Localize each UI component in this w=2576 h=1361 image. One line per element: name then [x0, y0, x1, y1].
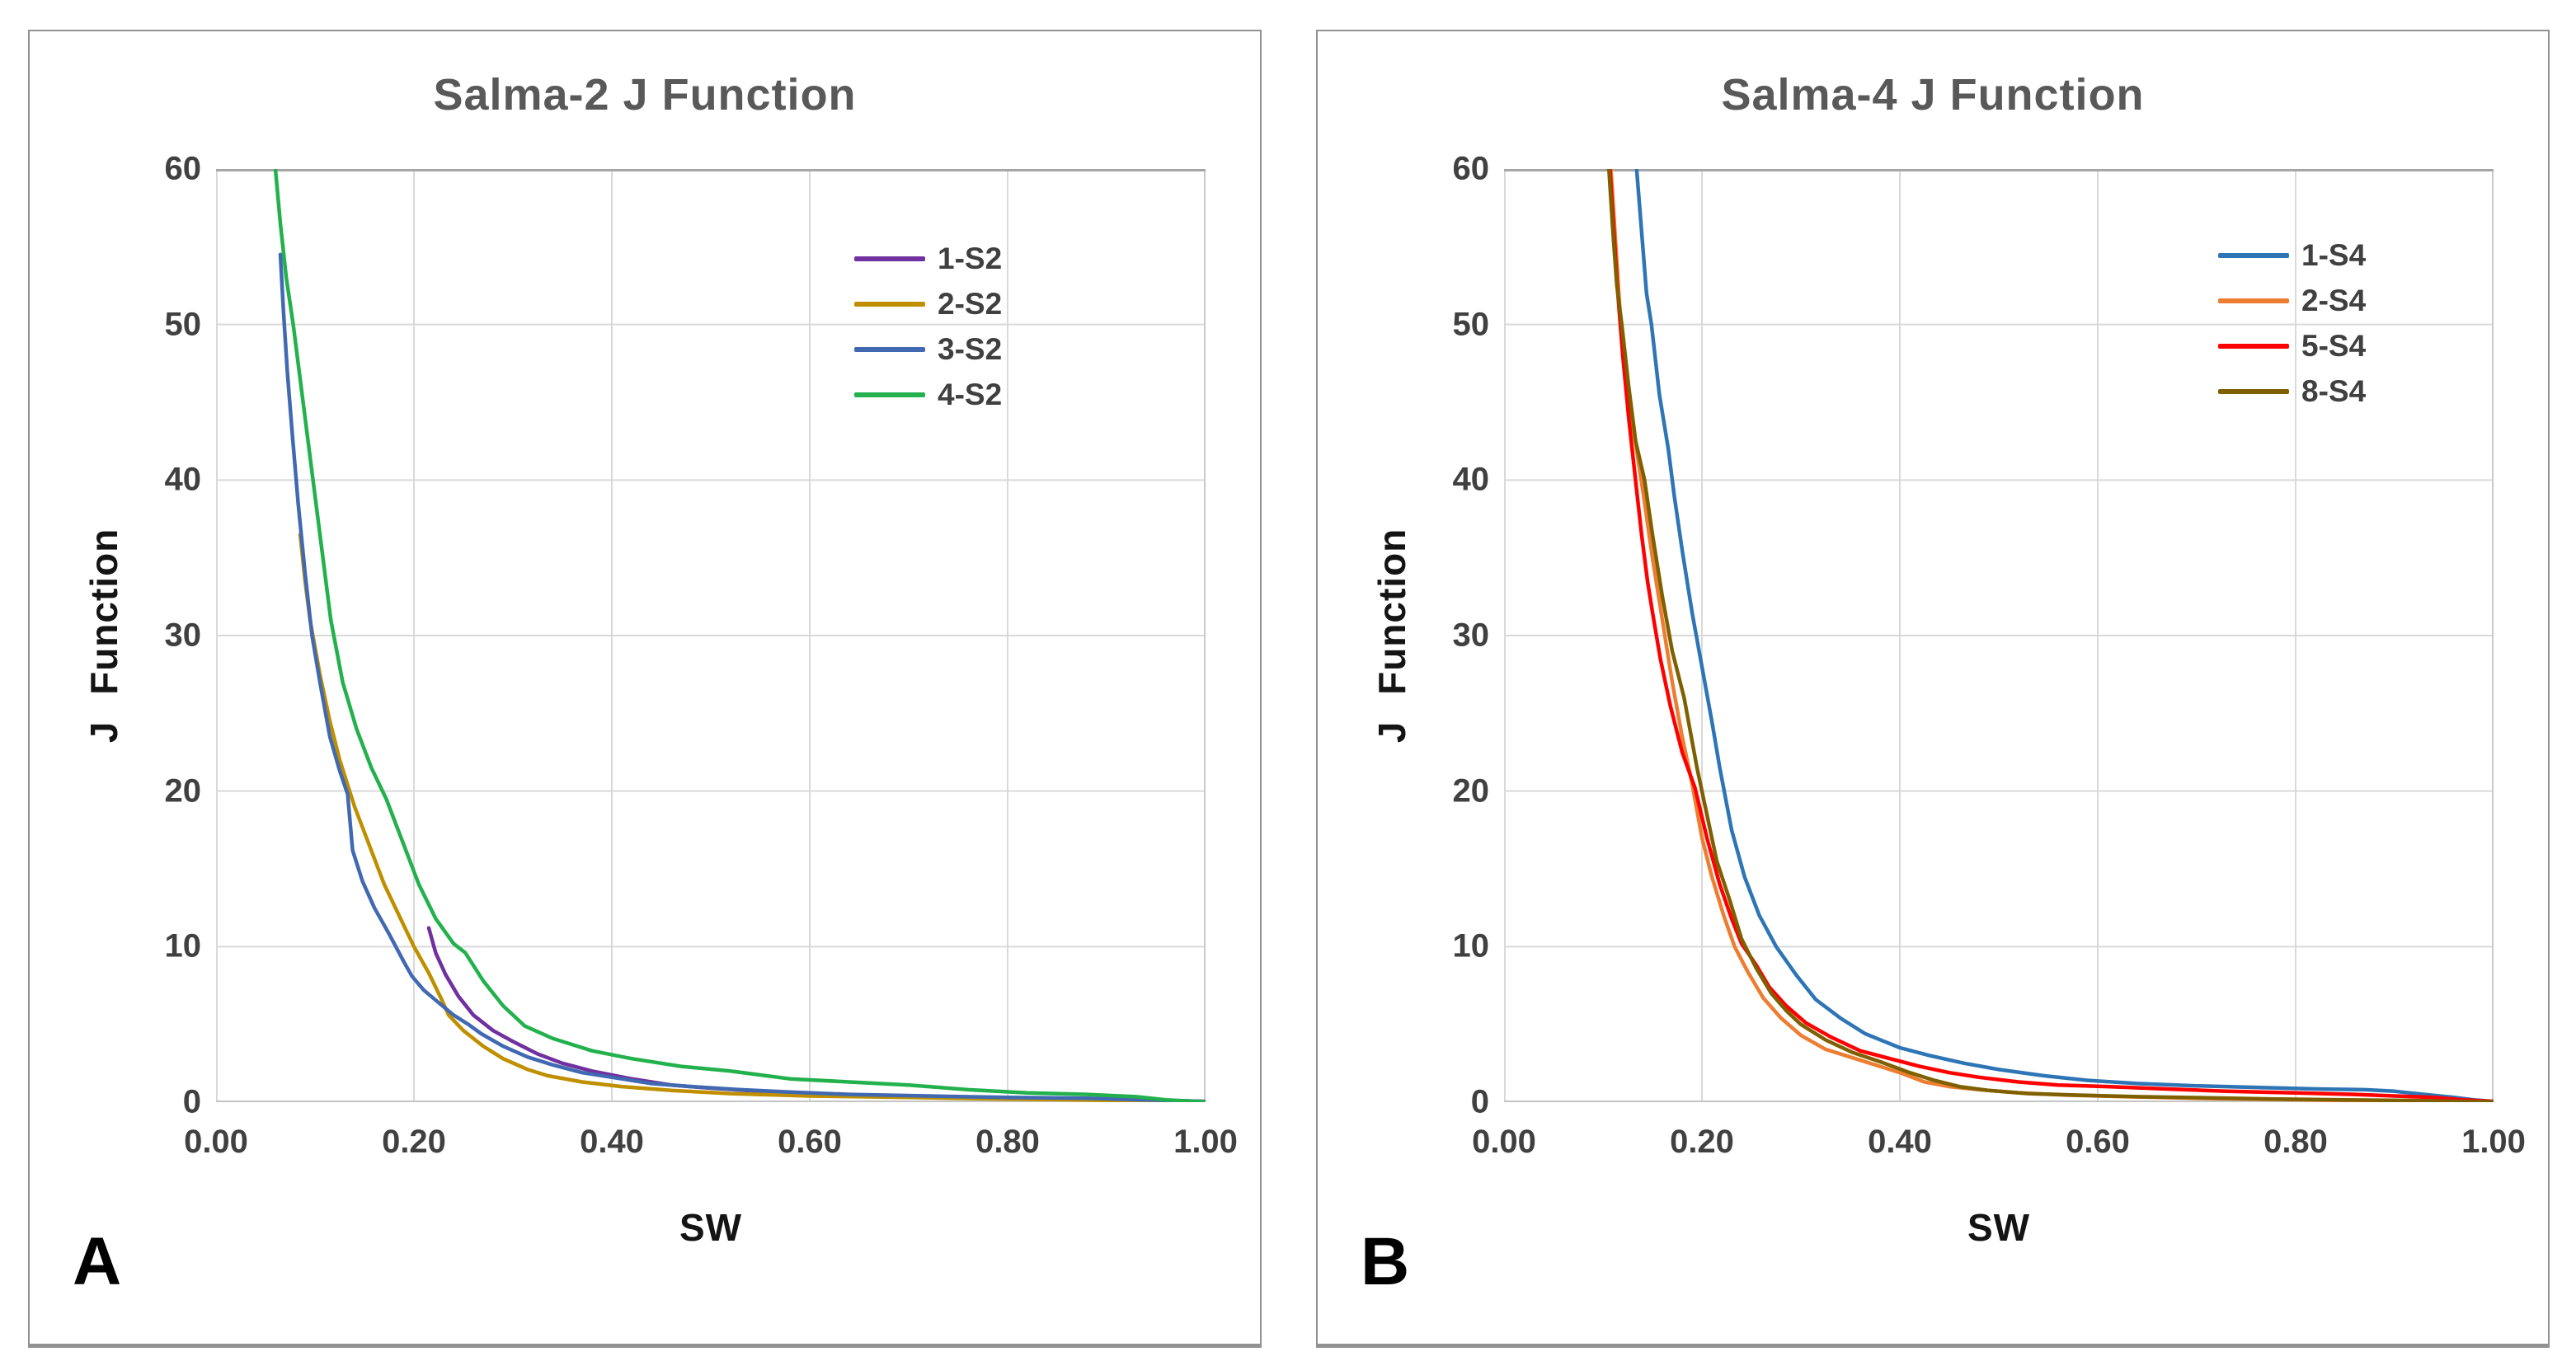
x-tick-label: 0.80 [2263, 1124, 2328, 1160]
panel-B: Salma-4 J Function J Function 0 10 20 30 40 5… [1316, 30, 2550, 1348]
x-tick-label: 0.20 [1670, 1124, 1734, 1160]
y-tick-label: 0 [182, 1083, 201, 1120]
plot-canvas [1504, 169, 2494, 1102]
legend-swatch-5-S4 [2218, 343, 2289, 349]
legend-label: 2-S2 [938, 286, 1003, 321]
y-tick-label: 10 [1452, 927, 1490, 964]
chart-title: Salma-4 J Function [1721, 70, 2145, 120]
series-line-5-S4 [1608, 169, 2494, 1102]
y-tick-label: 30 [164, 617, 202, 654]
x-tick-label: 0.40 [1868, 1124, 1932, 1160]
chart-title: Salma-2 J Function [433, 70, 857, 120]
series-line-2-S2 [298, 533, 1206, 1102]
legend-item: 3-S2 [854, 331, 1003, 366]
legend-swatch-3-S2 [854, 346, 925, 352]
legend-swatch-8-S4 [2218, 388, 2289, 394]
legend-label: 8-S4 [2301, 373, 2367, 408]
x-tick-label: 0.00 [1472, 1124, 1536, 1160]
plot-region: 0 10 20 30 40 50 60 0.00 0.20 0.40 0.60 0.80 1.00 1… [165, 151, 1238, 1161]
x-tick-label: 1.00 [2461, 1124, 2526, 1160]
series-line-3-S2 [278, 252, 1206, 1102]
panel-A: Salma-2 J Function J Function 0 10 20 30 40 5… [28, 30, 1262, 1348]
legend: 1-S4 2-S4 5-S4 8-S4 [2218, 237, 2367, 408]
y-tick-label: 60 [1452, 150, 1490, 187]
y-tick-label: 10 [164, 927, 202, 964]
x-tick-label: 1.00 [1173, 1124, 1238, 1160]
y-tick-label: 50 [164, 306, 202, 343]
x-axis-ticks: 0.00 0.20 0.40 0.60 0.80 1.00 [1472, 1102, 2526, 1160]
legend-swatch-4-S2 [854, 392, 925, 397]
series-line-1-S4 [1634, 169, 2494, 1102]
panel-letter: A [73, 1224, 122, 1299]
legend: 1-S2 2-S2 3-S2 4-S2 [854, 241, 1003, 411]
legend-item: 5-S4 [2218, 328, 2367, 363]
plot-canvas [216, 169, 1206, 1102]
series-line-8-S4 [1606, 169, 2494, 1102]
y-tick-label: 40 [164, 461, 202, 498]
x-tick-label: 0.80 [975, 1124, 1040, 1160]
x-tick-label: 0.60 [778, 1124, 842, 1160]
legend-swatch-1-S4 [2218, 252, 2289, 258]
legend-label: 1-S2 [938, 241, 1003, 275]
series-line-4-S2 [273, 169, 1206, 1102]
legend-item: 4-S2 [854, 377, 1003, 411]
x-tick-label: 0.60 [2066, 1124, 2130, 1160]
x-axis-ticks: 0.00 0.20 0.40 0.60 0.80 1.00 [184, 1102, 1238, 1160]
legend-swatch-1-S2 [854, 256, 925, 261]
legend-swatch-2-S4 [2218, 298, 2289, 303]
legend-label: 4-S2 [938, 377, 1003, 411]
legend-swatch-2-S2 [854, 301, 925, 307]
legend-item: 1-S4 [2218, 237, 2367, 272]
y-tick-label: 20 [1452, 772, 1490, 810]
x-tick-label: 0.20 [382, 1124, 446, 1160]
y-tick-label: 50 [1452, 306, 1490, 343]
y-tick-label: 60 [164, 150, 202, 187]
y-axis-ticks: 0 10 20 30 40 50 60 [36, 151, 202, 1120]
y-tick-label: 30 [1452, 617, 1490, 654]
legend-label: 1-S4 [2301, 237, 2367, 272]
x-tick-label: 0.00 [184, 1124, 248, 1160]
legend-item: 8-S4 [2218, 373, 2367, 408]
x-axis-title: SW [679, 1206, 743, 1249]
x-tick-label: 0.40 [580, 1124, 644, 1160]
legend-item: 2-S2 [854, 286, 1003, 321]
y-tick-label: 20 [164, 772, 202, 810]
legend-label: 3-S2 [938, 331, 1003, 366]
x-axis-title: SW [1967, 1206, 2031, 1249]
legend-item: 2-S4 [2218, 283, 2367, 317]
y-tick-label: 0 [1470, 1083, 1489, 1120]
legend-label: 2-S4 [2301, 283, 2367, 317]
legend-label: 5-S4 [2301, 328, 2367, 363]
panel-letter: B [1361, 1224, 1410, 1299]
legend-item: 1-S2 [854, 241, 1003, 275]
y-axis-ticks: 0 10 20 30 40 50 60 [1324, 151, 1490, 1120]
y-tick-label: 40 [1452, 461, 1490, 498]
plot-region: 0 10 20 30 40 50 60 0.00 0.20 0.40 0.60 0.80 1.00 1… [1453, 151, 2526, 1161]
